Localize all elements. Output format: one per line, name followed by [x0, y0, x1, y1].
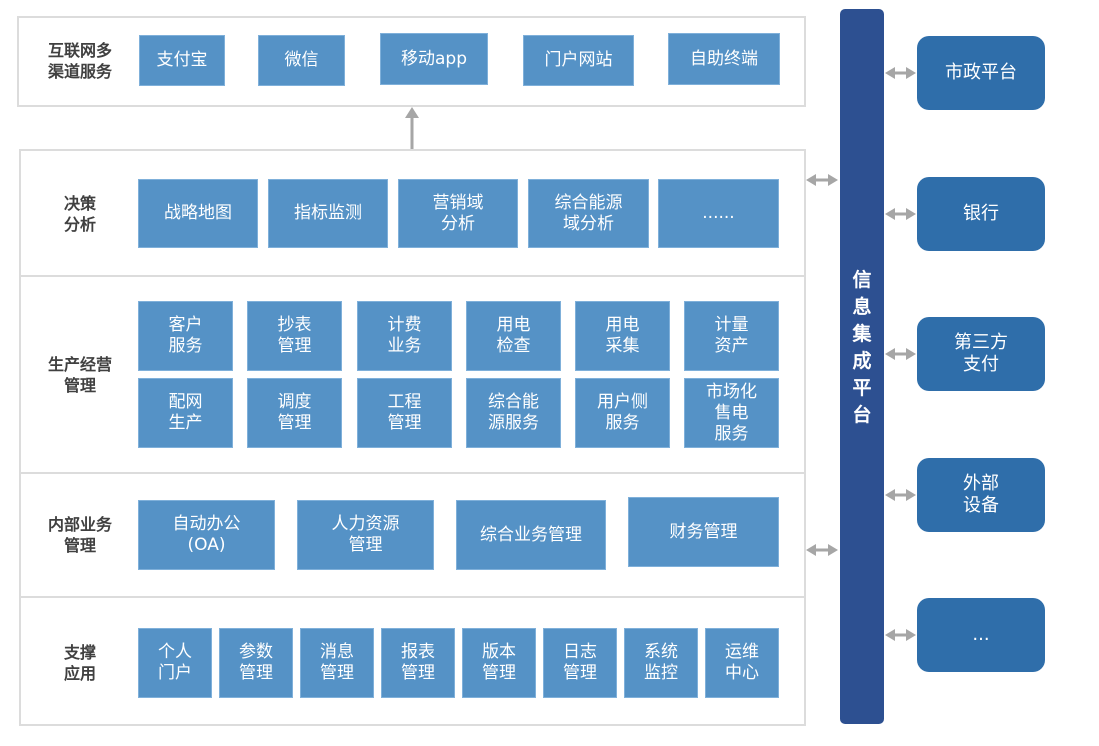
double-arrow-icon — [806, 544, 838, 556]
module-box: 工程 管理 — [357, 378, 452, 448]
external-system: 第三方 支付 — [917, 317, 1045, 391]
module-box: 门户网站 — [523, 35, 634, 86]
external-system: 市政平台 — [917, 36, 1045, 110]
layer-label: 内部业务 管理 — [47, 515, 112, 555]
module-box: 用电 检查 — [466, 301, 561, 371]
channel-layer-panel — [17, 16, 806, 107]
module-box: 综合能 源服务 — [466, 378, 561, 448]
module-box: 运维 中心 — [705, 628, 779, 698]
module-box: 客户 服务 — [138, 301, 233, 371]
double-arrow-icon — [885, 208, 916, 220]
info-integration-platform: 信息集成平台 — [840, 9, 884, 724]
module-box: 个人 门户 — [138, 628, 212, 698]
module-box: 日志 管理 — [543, 628, 617, 698]
double-arrow-icon — [885, 489, 916, 501]
module-box: 系统 监控 — [624, 628, 698, 698]
double-arrow-icon — [885, 348, 916, 360]
module-box: 综合业务管理 — [456, 500, 606, 570]
module-box: 抄表 管理 — [247, 301, 342, 371]
module-box: 市场化 售电 服务 — [684, 378, 779, 448]
module-box: 版本 管理 — [462, 628, 536, 698]
module-box: 移动app — [380, 33, 488, 85]
layer-label: 互联网多 渠道服务 — [47, 41, 112, 81]
module-box: 调度 管理 — [247, 378, 342, 448]
main-layers-panel — [19, 149, 806, 726]
external-system: 外部 设备 — [917, 458, 1045, 532]
external-system: ... — [917, 598, 1045, 672]
module-box: 自助终端 — [668, 33, 780, 85]
layer-label: 生产经营 管理 — [47, 354, 112, 395]
module-box: 指标监测 — [268, 179, 388, 248]
module-box: 参数 管理 — [219, 628, 293, 698]
double-arrow-icon — [885, 67, 916, 79]
module-box: 营销域 分析 — [398, 179, 518, 248]
module-box: 用户侧 服务 — [575, 378, 670, 448]
bus-label: 信息集成平台 — [852, 269, 872, 426]
external-system: 银行 — [917, 177, 1045, 251]
module-box: 微信 — [258, 35, 345, 86]
module-box: 支付宝 — [139, 35, 225, 86]
module-box: 战略地图 — [138, 179, 258, 248]
module-box: 财务管理 — [628, 497, 779, 567]
module-box: 计费 业务 — [357, 301, 452, 371]
module-box: 综合能源 域分析 — [528, 179, 649, 248]
divider — [19, 275, 805, 277]
double-arrow-icon — [885, 629, 916, 641]
up-arrow-icon — [405, 107, 419, 149]
divider — [19, 472, 805, 474]
module-box: 人力资源 管理 — [297, 500, 434, 570]
module-box: 报表 管理 — [381, 628, 455, 698]
module-box: 用电 采集 — [575, 301, 670, 371]
module-box: 计量 资产 — [684, 301, 779, 371]
arrows — [806, 67, 916, 641]
module-box: ...... — [658, 179, 779, 248]
module-box: 自动办公 (OA) — [138, 500, 275, 570]
double-arrow-icon — [806, 174, 838, 186]
layer-label: 支撑 应用 — [63, 643, 96, 683]
divider — [19, 596, 805, 598]
layer-label: 决策 分析 — [63, 194, 96, 234]
module-box: 配网 生产 — [138, 378, 233, 448]
module-box: 消息 管理 — [300, 628, 374, 698]
